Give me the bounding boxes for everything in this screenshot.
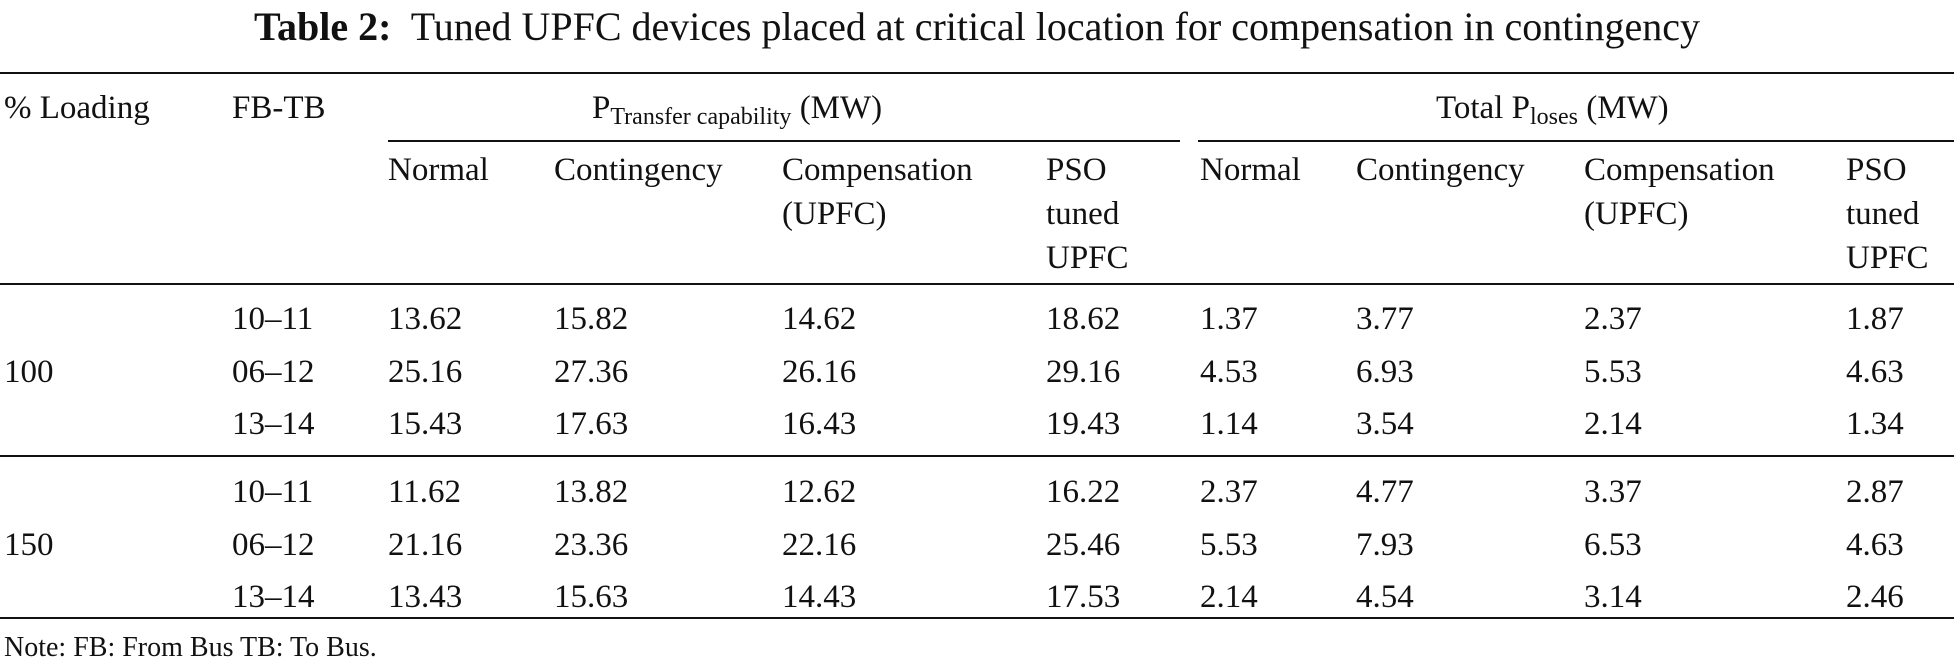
cell-losses-pso: 4.63 <box>1846 354 1904 390</box>
cell-transfer-compensation: 14.62 <box>782 301 857 337</box>
table-caption: Table 2: Tuned UPFC devices placed at cr… <box>0 2 1954 52</box>
col-header-contingency: Contingency <box>554 152 723 188</box>
cell-losses-normal: 4.53 <box>1200 354 1258 390</box>
cell-losses-contingency: 3.77 <box>1356 301 1414 337</box>
cell-transfer-contingency: 15.63 <box>554 579 629 615</box>
cell-losses-normal: 1.37 <box>1200 301 1258 337</box>
cell-losses-normal: 2.14 <box>1200 579 1258 615</box>
transfer-group-rule <box>388 140 1180 142</box>
top-rule <box>0 72 1954 74</box>
col-header-losses-compensation-line1: Compensation <box>1584 152 1775 188</box>
cell-losses-contingency: 3.54 <box>1356 406 1414 442</box>
group-loading-label: 150 <box>4 527 54 563</box>
col-header-loading: % Loading <box>4 90 150 126</box>
row-fbtb: 06–12 <box>232 354 315 390</box>
col-header-fbtb: FB-TB <box>232 90 326 126</box>
col-header-compensation: Compensation (UPFC) <box>782 148 973 236</box>
cell-transfer-compensation: 12.62 <box>782 474 857 510</box>
losses-p: Total P <box>1436 90 1530 126</box>
cell-losses-normal: 5.53 <box>1200 527 1258 563</box>
cell-transfer-normal: 25.16 <box>388 354 463 390</box>
cell-transfer-compensation: 14.43 <box>782 579 857 615</box>
cell-losses-compensation: 2.37 <box>1584 301 1642 337</box>
col-header-normal: Normal <box>388 152 489 188</box>
row-fbtb: 10–11 <box>232 301 314 337</box>
cell-transfer-pso: 19.43 <box>1046 406 1121 442</box>
cell-transfer-pso: 25.46 <box>1046 527 1121 563</box>
group-separator-rule <box>0 455 1954 457</box>
col-header-compensation-line2: (UPFC) <box>782 196 887 232</box>
cell-transfer-contingency: 17.63 <box>554 406 629 442</box>
row-fbtb: 13–14 <box>232 406 315 442</box>
col-header-losses-normal: Normal <box>1200 152 1301 188</box>
cell-transfer-compensation: 16.43 <box>782 406 857 442</box>
header-bottom-rule <box>0 283 1954 285</box>
cell-transfer-pso: 18.62 <box>1046 301 1121 337</box>
transfer-unit: (MW) <box>799 90 883 126</box>
row-fbtb: 10–11 <box>232 474 314 510</box>
cell-transfer-normal: 11.62 <box>388 474 462 510</box>
cell-losses-compensation: 3.37 <box>1584 474 1642 510</box>
col-header-total-losses: Total Ploses (MW) <box>1436 86 1669 139</box>
cell-losses-contingency: 4.54 <box>1356 579 1414 615</box>
transfer-p: P <box>592 90 611 126</box>
cell-losses-normal: 2.37 <box>1200 474 1258 510</box>
cell-transfer-contingency: 23.36 <box>554 527 629 563</box>
cell-transfer-pso: 17.53 <box>1046 579 1121 615</box>
group-loading-label: 100 <box>4 354 54 390</box>
cell-losses-pso: 1.87 <box>1846 301 1904 337</box>
cell-losses-contingency: 7.93 <box>1356 527 1414 563</box>
col-header-pso-line1: PSO <box>1046 152 1107 188</box>
cell-transfer-contingency: 27.36 <box>554 354 629 390</box>
cell-losses-contingency: 4.77 <box>1356 474 1414 510</box>
cell-losses-pso: 1.34 <box>1846 406 1904 442</box>
cell-losses-contingency: 6.93 <box>1356 354 1414 390</box>
cell-transfer-pso: 29.16 <box>1046 354 1121 390</box>
cell-transfer-normal: 15.43 <box>388 406 463 442</box>
row-fbtb: 13–14 <box>232 579 315 615</box>
col-header-transfer-capability: PTransfer capability (MW) <box>592 86 882 139</box>
col-header-losses-pso-line1: PSO <box>1846 152 1907 188</box>
cell-losses-pso: 2.46 <box>1846 579 1904 615</box>
cell-transfer-compensation: 22.16 <box>782 527 857 563</box>
col-header-losses-pso-line3: UPFC <box>1846 240 1929 276</box>
cell-transfer-normal: 21.16 <box>388 527 463 563</box>
table-footnote: Note: FB: From Bus TB: To Bus. <box>4 632 377 663</box>
table-caption-label: Table 2: <box>253 4 392 49</box>
cell-losses-compensation: 3.14 <box>1584 579 1642 615</box>
cell-losses-compensation: 2.14 <box>1584 406 1642 442</box>
cell-losses-pso: 2.87 <box>1846 474 1904 510</box>
col-header-pso-tuned: PSO tuned UPFC <box>1046 148 1129 280</box>
col-header-compensation-line1: Compensation <box>782 152 973 188</box>
losses-group-rule <box>1198 140 1954 142</box>
cell-transfer-compensation: 26.16 <box>782 354 857 390</box>
losses-unit: (MW) <box>1586 90 1669 126</box>
cell-transfer-normal: 13.43 <box>388 579 463 615</box>
col-header-losses-compensation: Compensation (UPFC) <box>1584 148 1775 236</box>
cell-losses-compensation: 6.53 <box>1584 527 1642 563</box>
cell-transfer-contingency: 15.82 <box>554 301 629 337</box>
cell-transfer-normal: 13.62 <box>388 301 463 337</box>
transfer-subscript: Transfer capability <box>610 104 792 130</box>
col-header-losses-compensation-line2: (UPFC) <box>1584 196 1689 232</box>
bottom-rule <box>0 617 1954 619</box>
cell-transfer-pso: 16.22 <box>1046 474 1121 510</box>
cell-losses-pso: 4.63 <box>1846 527 1904 563</box>
table-caption-text: Tuned UPFC devices placed at critical lo… <box>410 4 1701 49</box>
col-header-pso-line2: tuned <box>1046 196 1120 232</box>
cell-losses-compensation: 5.53 <box>1584 354 1642 390</box>
col-header-losses-pso-line2: tuned <box>1846 196 1920 232</box>
col-header-losses-contingency: Contingency <box>1356 152 1525 188</box>
cell-transfer-contingency: 13.82 <box>554 474 629 510</box>
col-header-pso-line3: UPFC <box>1046 240 1129 276</box>
col-header-losses-pso-tuned: PSO tuned UPFC <box>1846 148 1929 280</box>
row-fbtb: 06–12 <box>232 527 315 563</box>
losses-subscript: loses <box>1529 104 1578 130</box>
cell-losses-normal: 1.14 <box>1200 406 1258 442</box>
